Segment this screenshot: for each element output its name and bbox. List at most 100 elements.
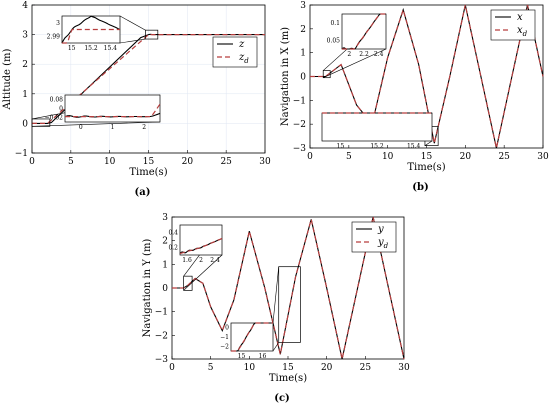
y-axis-title: Navigation in X (m) <box>280 27 291 126</box>
series-line-y-d <box>172 216 405 360</box>
inset-x-tick-1: 2.2 <box>359 51 369 58</box>
x-axis-title: Time(s) <box>269 373 307 384</box>
y-tick-label-3: 0 <box>162 284 168 294</box>
inset-x-tick-1: 15.2 <box>84 45 98 52</box>
y-tick-label-3: 0 <box>300 73 306 83</box>
inset-y-tick-0: 0.2 <box>168 245 178 252</box>
inset-x-tick-0: 2 <box>347 51 351 58</box>
x-axis-title: Time(s) <box>129 167 167 178</box>
panel-label: (b) <box>412 182 428 193</box>
inset-x-tick-0: 15 <box>238 353 246 360</box>
y-tick-label-2: −1 <box>155 308 168 318</box>
inset-series-y <box>179 238 223 254</box>
x-tick-label-6: 30 <box>537 152 549 162</box>
y-tick-label-0: −3 <box>155 355 169 365</box>
zoom-leader-bottom <box>424 140 433 146</box>
inset-2: 15 15.2 15.4 <box>321 112 439 150</box>
x-tick-label-2: 10 <box>104 157 116 167</box>
zoom-region <box>322 70 331 79</box>
inset-y-tick-0: −0.02 <box>45 115 64 122</box>
x-tick-label-0: 0 <box>29 157 35 167</box>
inset-x-tick-1: 1 <box>111 124 115 131</box>
x-tick-label-2: 10 <box>244 363 256 373</box>
x-tick-label-1: 5 <box>208 363 214 373</box>
legend-box <box>351 221 397 253</box>
zoom-leader-top <box>119 15 146 31</box>
zoom-leader-top <box>272 266 280 324</box>
inset-frame <box>341 13 387 50</box>
x-tick-label-2: 10 <box>382 152 394 162</box>
panel-label: (a) <box>135 187 151 198</box>
x-tick-label-6: 30 <box>259 157 271 167</box>
inset-x-tick-2: 2.4 <box>210 257 220 264</box>
inset-1: 1.6 2 2.4 0.2 0.4 <box>168 224 223 291</box>
legend-label-y: y <box>377 224 384 235</box>
zoom-region <box>145 29 159 40</box>
inset-y-tick-1: 0.1 <box>330 20 340 27</box>
inset-series-x-d <box>342 13 386 50</box>
y-tick-label-6: 3 <box>300 1 306 11</box>
y-tick-label-4: 1 <box>300 49 306 59</box>
zoom-region <box>31 118 51 127</box>
legend-label-y-d: yd <box>377 237 389 250</box>
legend-label-x-d: xd <box>517 25 528 38</box>
y-tick-label-1: −2 <box>155 331 168 341</box>
legend-box <box>490 9 536 41</box>
zoom-leader-bottom <box>119 38 146 44</box>
zoom-region <box>183 275 193 291</box>
inset-y-tick-0: 2.99 <box>47 33 61 40</box>
y-tick-label-5: 2 <box>300 25 306 35</box>
inset-series-z-d <box>62 28 120 44</box>
x-tick-label-5: 25 <box>220 157 232 167</box>
y-tick-label-1: 0 <box>22 119 28 129</box>
inset-x-tick-1: 2 <box>199 257 203 264</box>
inset-y-tick-1: 0 <box>59 106 63 113</box>
zoom-leader-bottom <box>323 48 387 78</box>
chart-panel-2: 0 5 10 15 20 25 30 −3 −2 −1 0 1 2 3 Time(s) Navigation … <box>280 1 549 193</box>
inset-x-tick-1: 15.2 <box>370 143 384 150</box>
inset-frame <box>64 94 161 123</box>
inset-y-tick-2: 0.08 <box>50 97 64 104</box>
x-tick-label-3: 15 <box>282 363 294 373</box>
inset-y-tick-0: −2 <box>220 343 229 350</box>
y-tick-label-2: −1 <box>293 96 306 106</box>
y-tick-label-4: 1 <box>162 260 168 270</box>
inset-1: 15 15.2 15.4 2.99 3 <box>47 15 159 52</box>
x-axis-title: Time(s) <box>407 162 445 173</box>
zoom-region <box>278 266 301 343</box>
panel-label: (c) <box>274 393 290 404</box>
inset-x-tick-0: 1.6 <box>182 257 192 264</box>
y-tick-label-0: −3 <box>293 144 307 154</box>
inset-series-y-d <box>231 322 273 352</box>
series-line-x-d <box>310 4 544 149</box>
inset-frame <box>321 112 433 142</box>
x-tick-label-1: 5 <box>346 152 352 162</box>
inset-frame <box>179 224 223 256</box>
legend-label-x: x <box>517 12 523 23</box>
zoom-leader-bottom <box>31 121 161 127</box>
inset-series-z <box>64 112 161 118</box>
y-tick-label-5: 4 <box>22 1 28 11</box>
y-axis-title: Navigation in Y (m) <box>142 239 153 338</box>
x-tick-label-6: 30 <box>398 363 410 373</box>
x-tick-label-4: 20 <box>460 152 472 162</box>
inset-x-tick-2: 15.4 <box>104 45 118 52</box>
x-tick-label-0: 0 <box>307 152 313 162</box>
inset-y-tick-0: 0.05 <box>327 37 341 44</box>
legend: z zd <box>212 36 258 68</box>
legend-label-z-d: zd <box>238 52 249 65</box>
legend-label-z: z <box>238 39 245 50</box>
x-tick-label-1: 5 <box>68 157 74 167</box>
inset-y-tick-1: −1 <box>220 334 229 341</box>
series-line-z-d <box>32 33 265 125</box>
y-tick-label-0: −1 <box>15 149 28 159</box>
y-tick-label-2: 1 <box>22 90 28 100</box>
y-axis-title: Altitude (m) <box>2 48 13 110</box>
inset-2: 0 1 2 −0.02 0 0.08 <box>31 94 161 131</box>
zoom-leader-bottom <box>272 342 279 352</box>
inset-x-tick-2: 15.4 <box>407 143 421 150</box>
y-tick-label-1: −2 <box>293 120 306 130</box>
zoom-leader-bottom <box>183 254 223 291</box>
